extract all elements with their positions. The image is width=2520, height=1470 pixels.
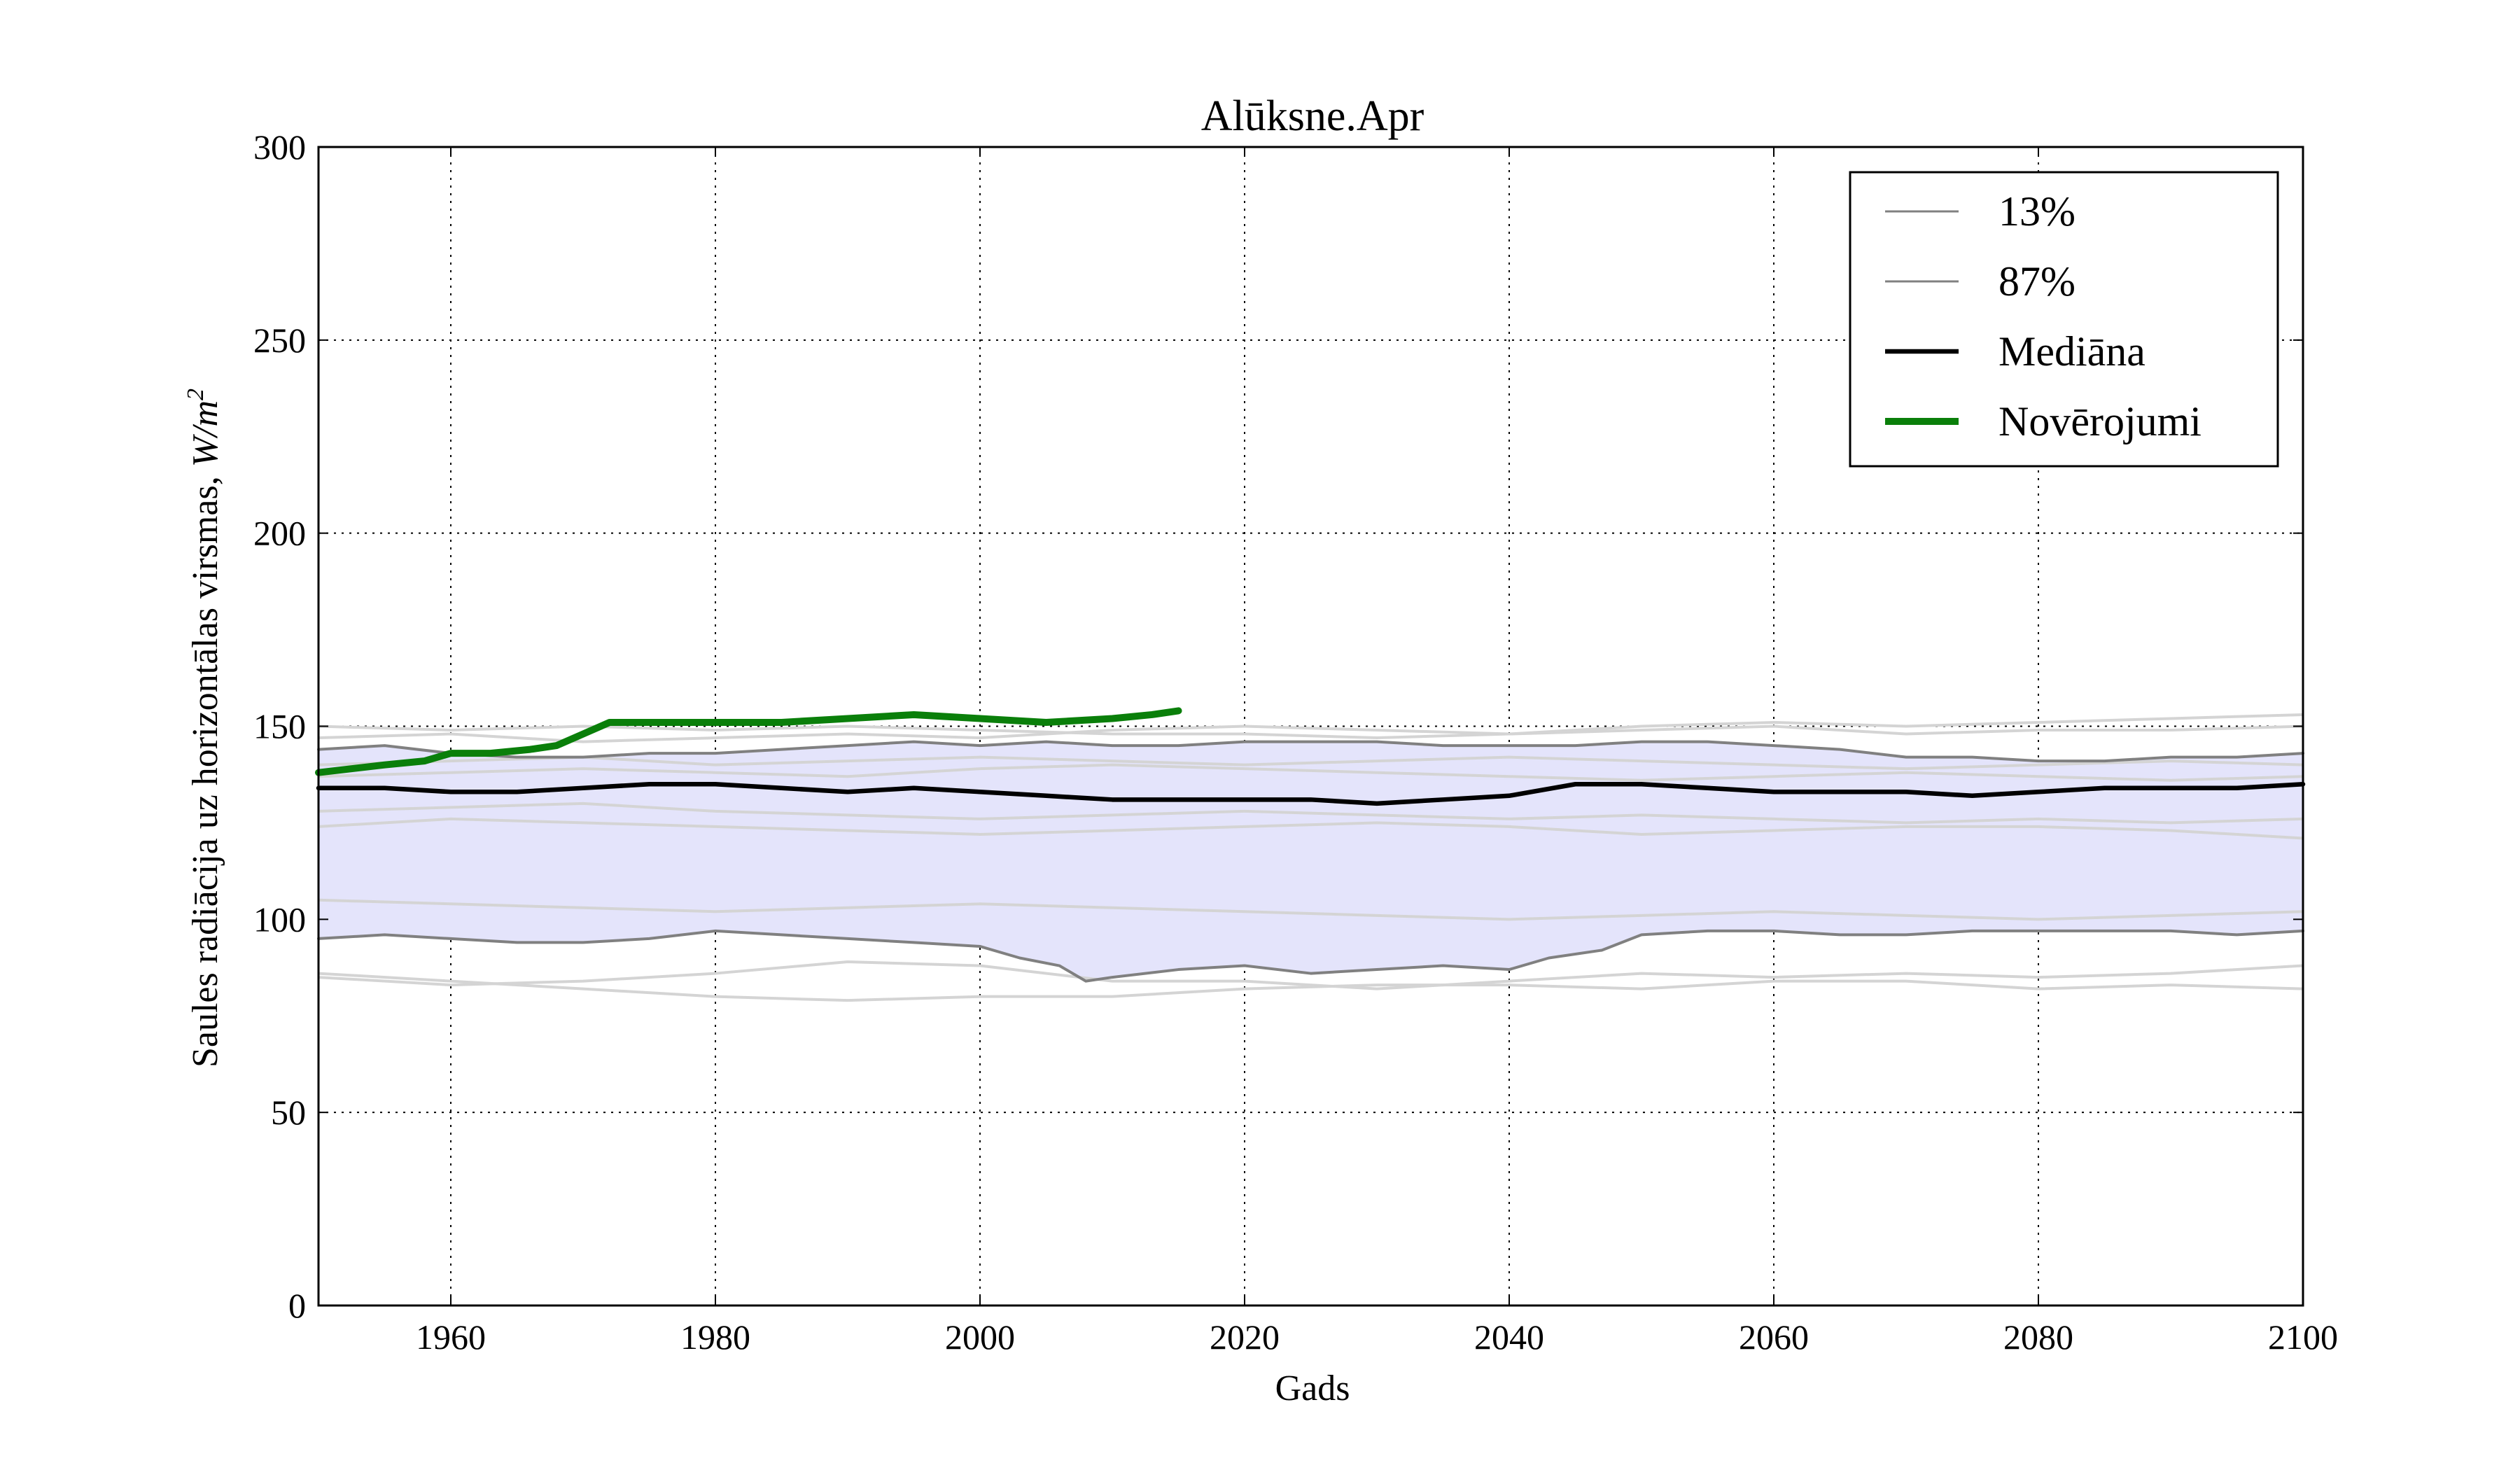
ensemble-member-line bbox=[318, 817, 2304, 840]
percentile-band bbox=[318, 741, 2303, 981]
legend-label: 87% bbox=[1998, 258, 2076, 304]
y-axis-label: Saules radiācija uz horizontālas virsmas… bbox=[183, 388, 225, 1068]
x-tick-label: 1960 bbox=[416, 1317, 486, 1357]
x-tick-label: 2020 bbox=[1210, 1317, 1280, 1357]
ensemble-member-line bbox=[318, 755, 2304, 771]
series-median-line bbox=[316, 782, 2306, 806]
series-lines bbox=[315, 707, 2306, 983]
ensemble-member-line bbox=[318, 724, 2304, 740]
ensemble-member-line bbox=[318, 802, 2304, 825]
x-tick-label: 2000 bbox=[945, 1317, 1015, 1357]
legend-box bbox=[1849, 171, 2279, 468]
y-axis-unit-exponent: 2 bbox=[183, 388, 209, 400]
y-tick-label: 200 bbox=[253, 514, 306, 553]
y-tick-label: 0 bbox=[288, 1286, 306, 1325]
series-87pct-line bbox=[317, 740, 2304, 763]
y-tick-label: 50 bbox=[271, 1093, 306, 1132]
x-tick-label: 2060 bbox=[1739, 1317, 1809, 1357]
series-13pct-line bbox=[317, 929, 2304, 983]
y-axis-label-text: Saules radiācija uz horizontālas virsmas… bbox=[186, 467, 225, 1068]
ensemble-member-line bbox=[318, 960, 2304, 990]
x-tick-label: 2040 bbox=[1474, 1317, 1544, 1357]
ensemble-member-line bbox=[318, 972, 2304, 1002]
legend-label: Mediāna bbox=[1998, 328, 2146, 374]
y-tick-label: 100 bbox=[253, 899, 306, 939]
x-tick-label: 2100 bbox=[2268, 1317, 2338, 1357]
chart-title: Alūksne.Apr bbox=[1201, 92, 1424, 140]
y-axis-unit: W/m bbox=[186, 400, 225, 467]
legend: 13% 87% Mediāna Novērojumi bbox=[1849, 171, 2279, 468]
ensemble-member-line bbox=[318, 713, 2304, 743]
legend-label: 13% bbox=[1998, 188, 2076, 234]
x-tick-label: 2080 bbox=[2003, 1317, 2073, 1357]
legend-label: Novērojumi bbox=[1998, 398, 2202, 444]
ensemble-members bbox=[318, 713, 2304, 1002]
x-axis-label: Gads bbox=[1275, 1368, 1350, 1408]
y-tick-label: 250 bbox=[253, 321, 306, 360]
x-tick-label: 1980 bbox=[680, 1317, 750, 1357]
y-tick-label: 300 bbox=[253, 127, 306, 167]
axis-ticks: 1960 1980 2000 2020 2040 2060 2080 2100 0 50 100 15… bbox=[253, 127, 2338, 1357]
y-tick-label: 150 bbox=[253, 707, 306, 746]
series-observations-line bbox=[315, 707, 1182, 776]
ensemble-member-line bbox=[318, 898, 2304, 921]
band-13-87 bbox=[318, 741, 2303, 981]
ensemble-member-line bbox=[318, 763, 2304, 782]
